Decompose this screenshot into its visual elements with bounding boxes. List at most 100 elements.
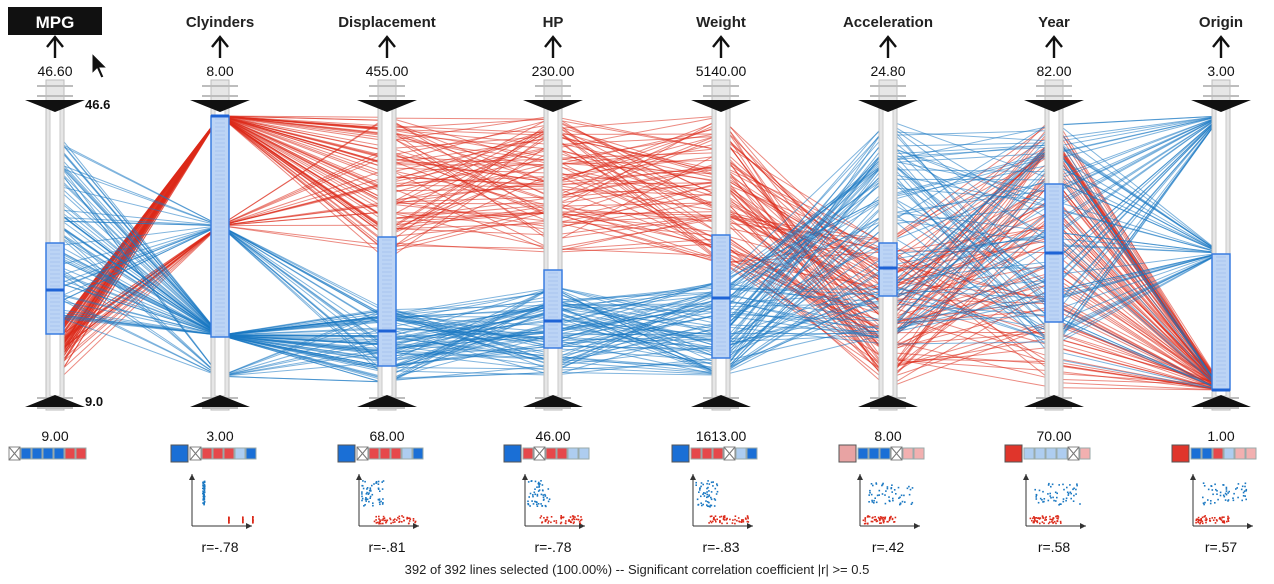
scatter-point-red xyxy=(1201,520,1204,523)
filter-top-triangle-icon[interactable] xyxy=(1024,100,1084,112)
color-swatch[interactable] xyxy=(42,447,54,460)
swatch-clear-icon[interactable] xyxy=(1067,446,1080,461)
color-swatch[interactable] xyxy=(401,447,413,460)
up-arrow-icon[interactable] xyxy=(378,35,396,58)
axis-title[interactable]: Origin xyxy=(1199,14,1243,31)
color-swatch[interactable] xyxy=(1245,447,1257,460)
filter-bottom-triangle-icon[interactable] xyxy=(190,395,250,407)
filter-top-triangle-icon[interactable] xyxy=(858,100,918,112)
filter-top-triangle-icon[interactable] xyxy=(1191,100,1251,112)
axis-title[interactable]: Acceleration xyxy=(843,14,933,31)
color-swatch[interactable] xyxy=(1056,447,1068,460)
swatch-clear-icon[interactable] xyxy=(533,446,546,461)
axis-title[interactable]: Weight xyxy=(696,14,746,31)
color-swatch[interactable] xyxy=(913,447,925,460)
color-swatch[interactable] xyxy=(20,447,32,460)
color-swatch[interactable] xyxy=(690,447,702,460)
filter-bottom-triangle-icon[interactable] xyxy=(25,395,85,407)
filter-top-triangle-icon[interactable] xyxy=(190,100,250,112)
color-swatch[interactable] xyxy=(545,447,557,460)
color-selector-swatch[interactable] xyxy=(337,444,356,463)
up-arrow-icon[interactable] xyxy=(712,35,730,58)
axis-displacement[interactable]: Displacement 455.00 68.00 xyxy=(338,14,436,444)
axis-title[interactable]: Clyinders xyxy=(186,14,254,31)
scatter-point-blue xyxy=(532,495,534,498)
color-swatch[interactable] xyxy=(712,447,724,460)
color-swatch[interactable] xyxy=(64,447,76,460)
color-swatch[interactable] xyxy=(857,447,869,460)
filter-bottom-triangle-icon[interactable] xyxy=(691,395,751,407)
scatter-point-blue xyxy=(536,503,538,506)
color-swatch[interactable] xyxy=(746,447,758,460)
color-selector-swatch[interactable] xyxy=(671,444,690,463)
color-selector-swatch[interactable] xyxy=(503,444,522,463)
color-swatch[interactable] xyxy=(234,447,246,460)
axis-weight[interactable]: Weight 5140.00 1613.00 xyxy=(691,14,751,444)
color-swatch[interactable] xyxy=(223,447,235,460)
color-swatch[interactable] xyxy=(1223,447,1235,460)
color-selector-swatch[interactable] xyxy=(1171,444,1190,463)
filter-top-triangle-icon[interactable] xyxy=(25,100,85,112)
color-selector-swatch[interactable] xyxy=(170,444,189,463)
color-swatch[interactable] xyxy=(412,447,424,460)
color-swatch[interactable] xyxy=(1212,447,1224,460)
color-swatch[interactable] xyxy=(1034,447,1046,460)
axis-title[interactable]: HP xyxy=(543,14,564,31)
color-swatch[interactable] xyxy=(1023,447,1035,460)
color-swatch[interactable] xyxy=(879,447,891,460)
filter-top-triangle-icon[interactable] xyxy=(691,100,751,112)
color-swatch[interactable] xyxy=(567,447,579,460)
up-arrow-icon[interactable] xyxy=(46,35,64,58)
swatch-clear-icon[interactable] xyxy=(189,446,202,461)
color-swatch[interactable] xyxy=(902,447,914,460)
filter-bottom-triangle-icon[interactable] xyxy=(357,395,417,407)
axis-year[interactable]: Year 82.00 70.00 xyxy=(1024,14,1084,444)
color-swatch[interactable] xyxy=(390,447,402,460)
axis-origin[interactable]: Origin 3.00 1.00 xyxy=(1191,14,1251,444)
swatch-clear-icon[interactable] xyxy=(8,446,21,461)
scatter-point-red xyxy=(716,518,718,521)
filter-bottom-triangle-icon[interactable] xyxy=(523,395,583,407)
filter-bottom-triangle-icon[interactable] xyxy=(1024,395,1084,407)
color-swatch[interactable] xyxy=(31,447,43,460)
color-swatch[interactable] xyxy=(868,447,880,460)
swatch-clear-icon[interactable] xyxy=(723,446,736,461)
color-swatch[interactable] xyxy=(75,447,87,460)
filter-bottom-triangle-icon[interactable] xyxy=(1191,395,1251,407)
up-arrow-icon[interactable] xyxy=(879,35,897,58)
up-arrow-icon[interactable] xyxy=(544,35,562,58)
color-swatch[interactable] xyxy=(556,447,568,460)
color-swatch[interactable] xyxy=(212,447,224,460)
color-swatch[interactable] xyxy=(1201,447,1213,460)
color-swatch[interactable] xyxy=(578,447,590,460)
color-swatch[interactable] xyxy=(368,447,380,460)
swatch-clear-icon[interactable] xyxy=(356,446,369,461)
swatch-clear-icon[interactable] xyxy=(890,446,903,461)
axis-mpg[interactable]: MPG 46.60 46.6 9.0 9.00 xyxy=(8,7,110,444)
color-swatch[interactable] xyxy=(245,447,257,460)
color-swatch[interactable] xyxy=(1234,447,1246,460)
color-swatch[interactable] xyxy=(701,447,713,460)
filter-top-triangle-icon[interactable] xyxy=(357,100,417,112)
filter-top-triangle-icon[interactable] xyxy=(523,100,583,112)
axis-clyinders[interactable]: Clyinders 8.00 3.00 xyxy=(186,14,254,444)
up-arrow-icon[interactable] xyxy=(1045,35,1063,58)
filter-bottom-triangle-icon[interactable] xyxy=(858,395,918,407)
color-swatch[interactable] xyxy=(201,447,213,460)
color-swatch[interactable] xyxy=(53,447,65,460)
axis-title[interactable]: MPG xyxy=(36,13,75,32)
color-swatch[interactable] xyxy=(1079,447,1091,460)
axis-acceleration[interactable]: Acceleration 24.80 8.00 xyxy=(843,14,933,444)
axis-title[interactable]: Year xyxy=(1038,14,1070,31)
color-swatch[interactable] xyxy=(1045,447,1057,460)
color-selector-swatch[interactable] xyxy=(1004,444,1023,463)
axis-hp[interactable]: HP 230.00 46.00 xyxy=(523,14,583,444)
color-swatch[interactable] xyxy=(1190,447,1202,460)
color-swatch[interactable] xyxy=(735,447,747,460)
up-arrow-icon[interactable] xyxy=(1212,35,1230,58)
color-swatch[interactable] xyxy=(522,447,534,460)
axis-title[interactable]: Displacement xyxy=(338,14,436,31)
up-arrow-icon[interactable] xyxy=(211,35,229,58)
color-selector-swatch[interactable] xyxy=(838,444,857,463)
color-swatch[interactable] xyxy=(379,447,391,460)
